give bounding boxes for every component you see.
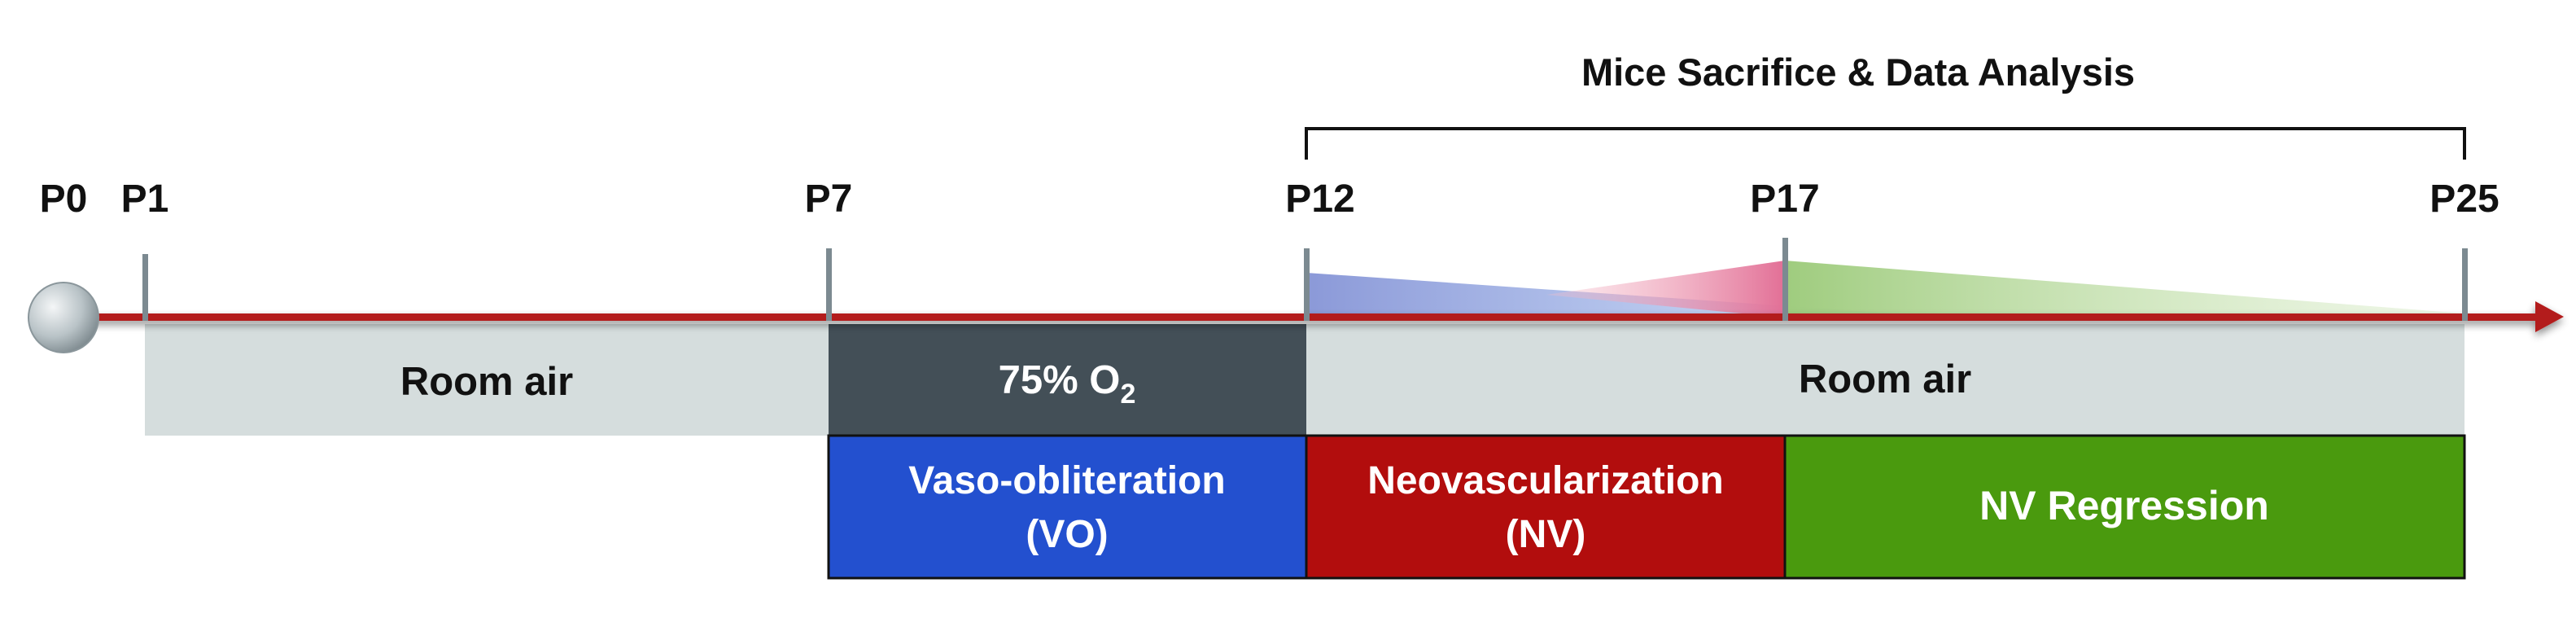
vo-phase-box <box>827 434 1308 580</box>
vo-label-line1: Vaso-obliteration <box>908 459 1225 502</box>
regression-wedge <box>1785 261 2464 318</box>
room-air-band-2 <box>1306 324 2464 436</box>
nv-phase-box <box>1305 434 1787 580</box>
nv-label-line2: (NV) <box>1506 513 1586 556</box>
oxygen-label-subscript: 2 <box>1120 379 1135 410</box>
nv-label-line1: Neovascularization <box>1367 459 1723 502</box>
regression-phase-box <box>1783 434 2466 580</box>
tick-p12 <box>1304 248 1310 321</box>
regression-label: NV Regression <box>1979 483 2269 528</box>
nv-wedge <box>1546 261 1785 318</box>
vo-label-line2: (VO) <box>1026 513 1108 556</box>
tick-p17 <box>1782 238 1788 321</box>
tick-p25 <box>2462 248 2468 321</box>
oxygen-band <box>829 324 1306 436</box>
start-ball <box>28 282 99 353</box>
room-air-band-1 <box>145 324 829 436</box>
timepoint-p1: P1 <box>121 178 169 221</box>
oxygen-label: 75% O2 <box>999 358 1136 410</box>
analysis-title: Mice Sacrifice & Data Analysis <box>1581 50 2135 94</box>
timepoint-p12: P12 <box>1285 178 1354 221</box>
room-air-label-2: Room air <box>1799 357 1971 401</box>
oxygen-label-main: 75% O <box>999 358 1121 402</box>
room-air-label-1: Room air <box>400 360 573 404</box>
timepoint-p7: P7 <box>805 178 853 221</box>
timepoint-p25: P25 <box>2429 178 2499 221</box>
timepoint-p17: P17 <box>1750 178 1819 221</box>
tick-p1 <box>142 254 148 321</box>
analysis-bracket <box>1305 127 2466 160</box>
tick-p7 <box>826 248 832 321</box>
timeline-arrow <box>63 301 2564 332</box>
timepoint-p0: P0 <box>40 178 88 221</box>
